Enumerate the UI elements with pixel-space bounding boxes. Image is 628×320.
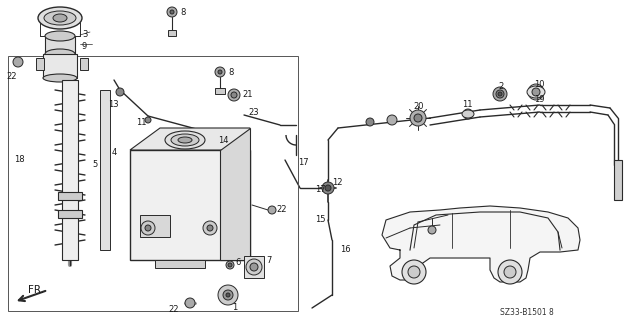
Text: 7: 7: [266, 256, 271, 265]
Circle shape: [228, 263, 232, 267]
Circle shape: [463, 109, 473, 119]
Bar: [155, 260, 205, 268]
Text: 23: 23: [248, 108, 259, 117]
Polygon shape: [130, 128, 250, 150]
Circle shape: [532, 88, 540, 96]
Text: 15: 15: [315, 215, 325, 224]
Bar: [36, 58, 44, 70]
Circle shape: [414, 114, 422, 122]
Circle shape: [167, 7, 177, 17]
Bar: [80, 58, 88, 70]
Circle shape: [504, 266, 516, 278]
Circle shape: [215, 67, 225, 77]
Bar: [58, 210, 82, 218]
Ellipse shape: [462, 110, 474, 118]
Circle shape: [528, 84, 544, 100]
Bar: [43, 54, 77, 78]
Bar: [244, 256, 264, 278]
Text: 5: 5: [92, 160, 97, 169]
Circle shape: [387, 115, 397, 125]
Circle shape: [218, 285, 238, 305]
Ellipse shape: [165, 131, 205, 149]
Text: 2: 2: [498, 82, 503, 91]
Bar: [215, 88, 225, 94]
Bar: [100, 90, 110, 250]
Circle shape: [493, 87, 507, 101]
Text: FR.: FR.: [28, 285, 44, 295]
Bar: [62, 80, 78, 260]
Text: 14: 14: [218, 136, 229, 145]
Text: 17: 17: [298, 158, 308, 167]
Text: 8: 8: [180, 8, 185, 17]
Text: 16: 16: [340, 245, 350, 254]
Text: 18: 18: [14, 155, 24, 164]
Text: 22: 22: [168, 305, 178, 314]
Bar: [614, 160, 622, 200]
Text: 12: 12: [332, 178, 342, 187]
Ellipse shape: [53, 14, 67, 22]
Text: 11: 11: [462, 100, 472, 109]
Ellipse shape: [45, 31, 75, 41]
Circle shape: [141, 221, 155, 235]
Text: 8: 8: [228, 68, 234, 77]
Circle shape: [246, 259, 262, 275]
Ellipse shape: [38, 7, 82, 29]
Polygon shape: [382, 206, 580, 282]
Circle shape: [145, 117, 151, 123]
Ellipse shape: [45, 49, 75, 59]
Text: 17: 17: [315, 185, 326, 194]
Circle shape: [366, 118, 374, 126]
Circle shape: [322, 182, 334, 194]
Text: 13: 13: [108, 100, 119, 109]
Circle shape: [228, 89, 240, 101]
Text: 22: 22: [276, 205, 286, 214]
Circle shape: [498, 260, 522, 284]
Circle shape: [410, 110, 426, 126]
Text: 9: 9: [82, 42, 87, 51]
Text: 20: 20: [413, 102, 423, 111]
Text: SZ33-B1501 8: SZ33-B1501 8: [500, 308, 554, 317]
Bar: [58, 192, 82, 200]
Circle shape: [250, 263, 258, 271]
Circle shape: [185, 298, 195, 308]
Ellipse shape: [171, 134, 199, 146]
Polygon shape: [220, 128, 250, 260]
Circle shape: [498, 92, 502, 96]
Ellipse shape: [178, 137, 192, 143]
Text: 10: 10: [534, 80, 544, 89]
Bar: [45, 36, 75, 54]
Text: 22: 22: [6, 72, 16, 81]
Circle shape: [325, 185, 331, 191]
Circle shape: [13, 57, 23, 67]
Circle shape: [226, 293, 230, 297]
Circle shape: [231, 92, 237, 98]
Circle shape: [170, 10, 174, 14]
Text: 6: 6: [235, 258, 241, 267]
Text: 19: 19: [534, 95, 544, 104]
Ellipse shape: [43, 74, 77, 82]
Text: 4: 4: [112, 148, 117, 157]
Circle shape: [226, 261, 234, 269]
Text: 3: 3: [82, 30, 87, 39]
Bar: [168, 30, 176, 36]
Circle shape: [402, 260, 426, 284]
Bar: [8, 56, 298, 311]
Circle shape: [218, 70, 222, 74]
Circle shape: [116, 88, 124, 96]
Circle shape: [496, 90, 504, 98]
Circle shape: [268, 206, 276, 214]
Ellipse shape: [44, 11, 76, 25]
Circle shape: [207, 225, 213, 231]
Circle shape: [223, 290, 233, 300]
Circle shape: [408, 266, 420, 278]
Circle shape: [428, 226, 436, 234]
Circle shape: [145, 225, 151, 231]
Bar: [130, 150, 250, 260]
Circle shape: [203, 221, 217, 235]
Text: 21: 21: [242, 90, 252, 99]
Ellipse shape: [527, 86, 545, 98]
Text: 1: 1: [232, 303, 237, 312]
Text: 11: 11: [136, 118, 146, 127]
Bar: [140, 215, 170, 237]
